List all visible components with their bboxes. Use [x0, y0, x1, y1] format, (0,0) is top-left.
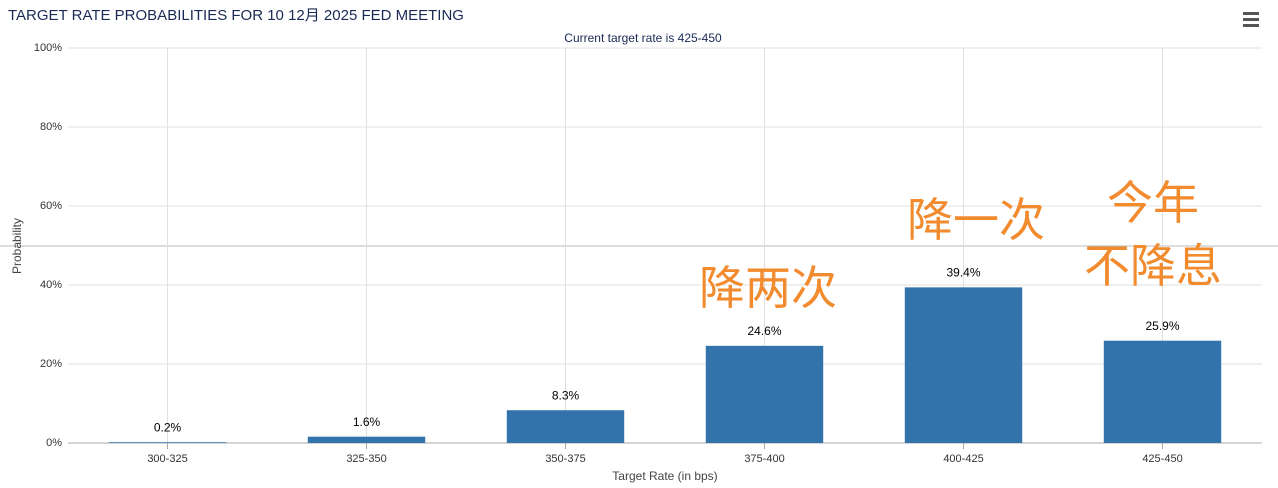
bar — [506, 410, 625, 443]
y-tick-label: 100% — [34, 42, 62, 54]
bar — [904, 287, 1023, 443]
chart-subtitle: Current target rate is 425-450 — [564, 31, 722, 45]
data-label: 8.3% — [552, 388, 580, 402]
data-label: 0.2% — [154, 420, 182, 434]
annotation: 降两次 — [699, 262, 837, 314]
y-tick-label: 0% — [46, 437, 62, 449]
menu-button[interactable] — [1243, 12, 1259, 27]
x-tick-label: 400-425 — [943, 453, 983, 465]
data-label: 24.6% — [747, 324, 781, 338]
annotation: 不降息 — [1084, 240, 1222, 292]
menu-bar[interactable] — [1243, 18, 1259, 21]
x-axis-title: Target Rate (in bps) — [612, 469, 717, 483]
menu-bar[interactable] — [1243, 12, 1259, 15]
data-label: 1.6% — [353, 415, 381, 429]
bar — [108, 442, 227, 443]
x-tick-label: 425-450 — [1142, 453, 1182, 465]
data-label: 25.9% — [1145, 319, 1179, 333]
menu-bar[interactable] — [1243, 24, 1259, 27]
chart-title: TARGET RATE PROBABILITIES FOR 10 12月 202… — [8, 7, 464, 24]
bar — [705, 345, 824, 443]
x-tick-label: 350-375 — [545, 453, 585, 465]
y-tick-label: 80% — [40, 121, 62, 133]
y-axis-title: Probability — [10, 218, 24, 274]
data-label: 39.4% — [946, 266, 980, 280]
y-tick-label: 20% — [40, 358, 62, 370]
x-tick-label: 325-350 — [346, 453, 386, 465]
x-tick-label: 300-325 — [147, 453, 187, 465]
annotation: 降一次 — [907, 194, 1045, 246]
annotation: 今年 — [1107, 177, 1199, 229]
y-tick-label: 60% — [40, 200, 62, 212]
y-tick-label: 40% — [40, 279, 62, 291]
bar — [1103, 340, 1222, 443]
bar — [307, 436, 426, 443]
x-tick-label: 375-400 — [744, 453, 784, 465]
